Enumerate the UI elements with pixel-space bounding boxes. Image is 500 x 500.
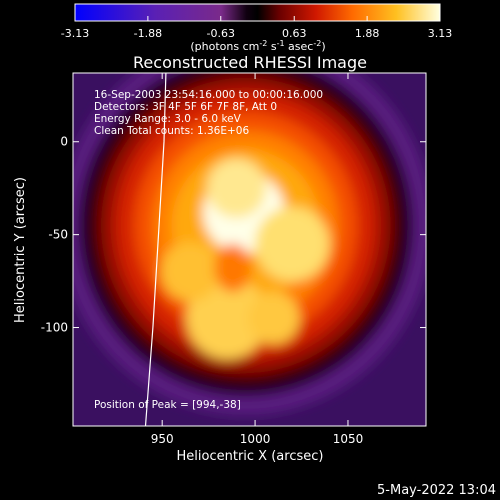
solar-limb-line [144, 73, 167, 426]
colorbar-tick-label: 0.63 [282, 27, 307, 40]
plot-frame [72, 72, 427, 427]
intensity-hole [214, 243, 252, 293]
annotation-energy: Energy Range: 3.0 - 6.0 keV [94, 113, 242, 125]
intensity-lobe [247, 292, 300, 345]
y-axis-label: Heliocentric Y (arcsec) [13, 177, 28, 323]
intensity-lobe [160, 242, 220, 302]
annotation-clean: Clean Total counts: 1.36E+06 [94, 125, 249, 137]
chart-title: Reconstructed RHESSI Image [133, 53, 367, 72]
y-axis-ticks: 0 -50 -100 [41, 135, 426, 335]
y-tick-label: -50 [48, 228, 68, 242]
colorbar-ticks: -3.13 -1.88 -0.63 0.63 1.88 3.13 [61, 16, 452, 40]
x-axis-label: Heliocentric X (arcsec) [177, 449, 324, 464]
annotation-time: 16-Sep-2003 23:54:16.000 to 00:00:16.000 [94, 89, 323, 101]
heatmap-image [73, 73, 426, 426]
intensity-lobe [206, 158, 267, 218]
colorbar-tick-label: -3.13 [61, 27, 89, 40]
footer-date: 5-May-2022 13:04 [377, 483, 496, 498]
y-tick-label: -100 [41, 321, 68, 335]
x-tick-label: 950 [151, 432, 174, 446]
colorbar-tick-label: -1.88 [134, 27, 162, 40]
colorbar-tick-label: 3.13 [428, 27, 453, 40]
annotation-detectors: Detectors: 3F 4F 5F 6F 7F 8F, Att 0 [94, 101, 277, 113]
intensity-lobe [255, 206, 330, 282]
colorbar-tick-label: 1.88 [355, 27, 380, 40]
colorbar-tick-label: -0.63 [207, 27, 235, 40]
colorbar [74, 3, 441, 22]
x-tick-label: 1000 [240, 432, 271, 446]
y-tick-label: 0 [60, 135, 68, 149]
intensity-lobe [186, 277, 269, 360]
x-tick-label: 1050 [333, 432, 364, 446]
annotation-peak: Position of Peak = [994,-38] [94, 399, 241, 411]
colorbar-unit-label: (photons cm-2 s-1 asec-2) [190, 39, 325, 53]
x-axis-ticks: 950 1000 1050 [151, 73, 364, 446]
